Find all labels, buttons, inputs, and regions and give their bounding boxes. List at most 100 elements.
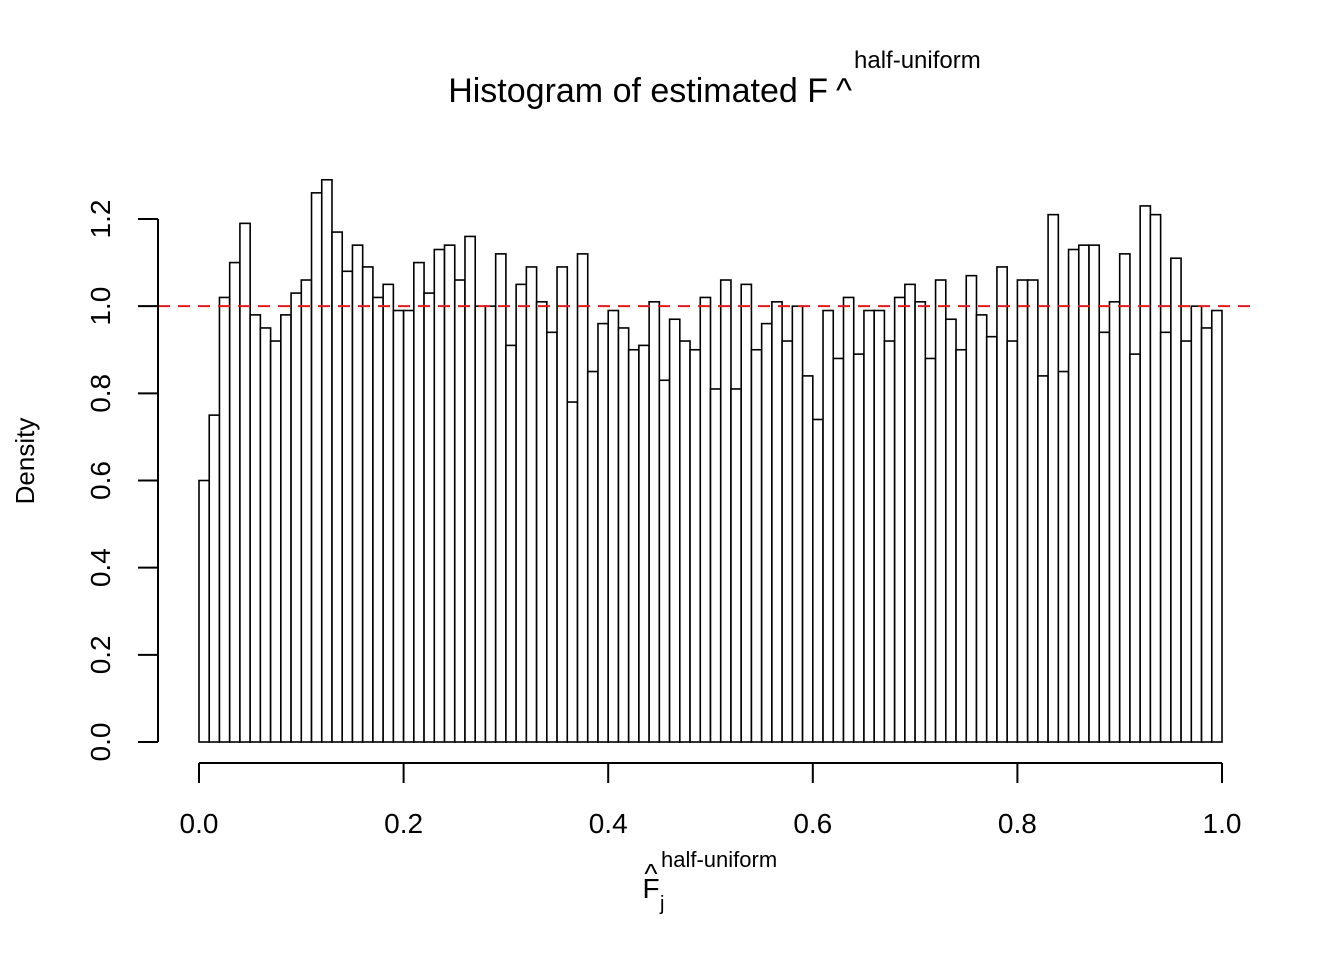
histogram-bar xyxy=(1077,244,1090,743)
histogram-bar xyxy=(832,357,845,743)
histogram-bar xyxy=(904,283,916,743)
histogram-bar xyxy=(218,296,231,743)
x-axis-label-superscript: half-uniform xyxy=(661,847,777,872)
x-axis-label-main: F xyxy=(642,873,659,904)
x-tick-label: 0.6 xyxy=(793,808,832,839)
y-tick-label: 1.0 xyxy=(85,287,116,326)
histogram-bar xyxy=(648,301,661,743)
histogram-bar xyxy=(1149,213,1162,743)
histogram-bar xyxy=(228,261,241,743)
histogram-bar xyxy=(372,296,384,743)
histogram-bar xyxy=(1057,370,1070,743)
histogram-bar xyxy=(1108,301,1121,743)
x-tick-label: 0.4 xyxy=(589,808,628,839)
histogram-bar xyxy=(1037,375,1049,743)
x-axis: 0.0 0.2 0.4 0.6 0.8 1.0 xyxy=(180,762,1242,839)
histogram-bar xyxy=(290,292,303,743)
histogram-bar xyxy=(699,296,712,743)
chart-title: Histogram of estimated F ^ half-uniform xyxy=(448,47,981,110)
histogram-bar xyxy=(239,222,251,743)
histogram-bar xyxy=(1129,353,1141,743)
x-axis-label: F ^ j half-uniform xyxy=(642,847,777,915)
histogram-bar xyxy=(1088,244,1101,743)
histogram-bar xyxy=(515,283,528,743)
histogram-bar xyxy=(1118,253,1131,743)
histogram-bar xyxy=(638,344,650,743)
histogram-bar xyxy=(576,253,589,743)
y-tick-label: 0.0 xyxy=(85,723,116,762)
histogram-bar xyxy=(771,301,783,743)
histogram-bar xyxy=(361,266,374,743)
histogram-bar xyxy=(658,379,671,743)
histogram-bar xyxy=(811,418,824,743)
histogram-bar xyxy=(1006,340,1019,743)
histogram-bar xyxy=(1170,257,1182,743)
histogram-bar xyxy=(1016,279,1029,743)
chart-title-hat: ^ xyxy=(836,72,852,110)
histogram-bars xyxy=(198,178,1223,743)
histogram-bar xyxy=(873,309,886,743)
histogram-bar xyxy=(668,318,681,743)
y-tick-label: 1.2 xyxy=(85,200,116,239)
histogram-bar xyxy=(996,266,1008,743)
histogram-bar xyxy=(893,296,906,743)
histogram-bar xyxy=(750,348,763,743)
y-tick-label: 0.2 xyxy=(85,635,116,674)
histogram-bar xyxy=(310,192,323,743)
x-tick-label: 1.0 xyxy=(1203,808,1242,839)
histogram-bar xyxy=(1098,331,1111,743)
histogram-bar xyxy=(198,479,211,743)
histogram-bar xyxy=(392,309,405,743)
y-tick-label: 0.4 xyxy=(85,548,116,587)
histogram-bar xyxy=(842,296,855,743)
histogram-bar xyxy=(249,314,262,743)
histogram-bar xyxy=(1180,340,1193,743)
histogram-bar xyxy=(1047,213,1060,743)
histogram-bar xyxy=(566,401,579,743)
histogram-bar xyxy=(924,357,937,743)
histogram-bar xyxy=(617,327,630,743)
histogram-bar xyxy=(382,283,395,743)
histogram-bar xyxy=(208,414,221,743)
histogram-bar xyxy=(781,340,794,743)
y-axis-label: Density xyxy=(10,418,40,505)
histogram-bar xyxy=(975,314,988,743)
histogram-bar xyxy=(760,322,773,743)
histogram-bar xyxy=(505,344,517,743)
histogram-bar xyxy=(730,388,742,743)
y-tick-label: 0.6 xyxy=(85,461,116,500)
histogram-bar xyxy=(402,309,415,743)
histogram-bar xyxy=(679,340,691,743)
x-axis-label-hat: ^ xyxy=(644,858,657,889)
histogram-bar xyxy=(423,292,436,743)
histogram-bar xyxy=(1210,309,1223,743)
histogram-bar xyxy=(1067,248,1080,743)
x-tick-label: 0.2 xyxy=(384,808,423,839)
histogram-bar xyxy=(801,375,814,743)
histogram-bar xyxy=(546,331,558,743)
histogram-bar xyxy=(413,261,425,743)
histogram-bar xyxy=(351,244,364,743)
x-axis-label-subscript: j xyxy=(659,893,664,915)
histogram-bar xyxy=(494,253,507,743)
histogram-bar xyxy=(965,274,978,743)
histogram-bar xyxy=(535,301,548,743)
chart-title-main: Histogram of estimated F xyxy=(448,72,828,110)
histogram-bar xyxy=(433,248,446,743)
histogram-bar xyxy=(944,318,957,743)
chart-title-superscript: half-uniform xyxy=(854,47,981,74)
histogram-bar xyxy=(269,340,282,743)
histogram-bar xyxy=(1139,205,1152,743)
histogram-bar xyxy=(934,279,947,743)
x-tick-label: 0.0 xyxy=(180,808,219,839)
histogram-bar xyxy=(719,279,732,743)
y-tick-label: 0.8 xyxy=(85,374,116,413)
histogram-bar xyxy=(453,279,466,743)
histogram-bar xyxy=(883,340,896,743)
histogram-bar xyxy=(985,335,998,743)
histogram-bar xyxy=(474,305,487,743)
histogram-bar xyxy=(627,348,640,743)
histogram-bar xyxy=(607,309,620,743)
histogram-bar xyxy=(1200,327,1213,743)
